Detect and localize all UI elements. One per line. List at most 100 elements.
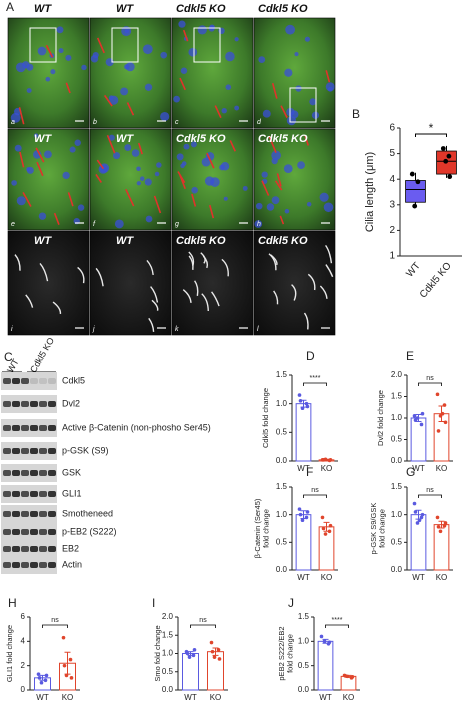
nucleus (45, 76, 51, 82)
y-tick-label: 0.0 (391, 456, 403, 465)
point (321, 458, 326, 462)
sub-letter: b (93, 119, 97, 126)
image-label: WT (34, 133, 52, 145)
nucleus (114, 219, 124, 229)
image-label: Cdkl5 KO (176, 235, 226, 247)
x-tick-label: WT (297, 464, 310, 473)
nucleus (221, 108, 227, 114)
y-axis-label: Smo fold change (153, 625, 162, 681)
micrograph-border (89, 230, 172, 336)
nucleus (90, 54, 99, 63)
cilium (274, 180, 283, 191)
nucleus (295, 85, 302, 92)
blot-band (48, 546, 56, 552)
cilium (191, 193, 197, 207)
micrograph-border (253, 17, 336, 129)
nucleus (297, 161, 305, 169)
micrograph-border (171, 17, 254, 129)
nucleus (37, 46, 47, 56)
blot-band (12, 470, 20, 476)
blot-band (39, 511, 47, 517)
blot-band (30, 546, 38, 552)
nucleus (131, 149, 140, 157)
blot-band (48, 448, 56, 454)
y-axis-label: fold change (377, 509, 386, 548)
cilium (65, 82, 71, 94)
y-tick-label: 0.5 (162, 667, 174, 676)
point (413, 418, 418, 422)
blot-band (3, 448, 11, 454)
nucleus (327, 86, 333, 92)
nucleus (271, 150, 281, 161)
panel-letter: B (352, 107, 360, 121)
y-tick-label: 2.0 (162, 612, 174, 621)
image-label: WT (34, 3, 52, 15)
cilium (96, 159, 105, 170)
significance-bracket (42, 624, 68, 628)
cilium (188, 255, 194, 270)
nucleus (183, 143, 190, 150)
nucleus (38, 212, 47, 220)
band-label: Actin (62, 559, 82, 569)
nucleus (144, 83, 153, 91)
sub-letter: a (11, 119, 15, 126)
panel-letter: A (6, 0, 14, 14)
significance-bracket (190, 624, 216, 628)
nucleus (204, 176, 215, 186)
y-tick-label: 4 (21, 636, 26, 645)
image-label: Cdkl5 KO (258, 235, 308, 247)
y-tick-label: 1.5 (162, 630, 174, 639)
x-tick-label: WT (184, 693, 197, 702)
nucleus (58, 48, 64, 54)
point (319, 634, 324, 639)
image-label: Cdkl5 KO (176, 133, 226, 145)
x-tick-label: KO (62, 693, 74, 702)
y-tick-label: 0.5 (276, 427, 288, 436)
nucleus (62, 171, 70, 180)
cilium (214, 105, 222, 119)
image-label: WT (116, 3, 134, 15)
bar (340, 675, 357, 691)
nucleus (294, 52, 299, 57)
y-axis-label: fold change (285, 634, 294, 673)
x-tick-label: Cdkl5 KO (418, 260, 454, 300)
cilium (106, 134, 116, 154)
point (298, 512, 303, 517)
cilium (208, 204, 215, 219)
band-label: GLI1 (62, 488, 82, 498)
cilium (211, 291, 220, 307)
point (64, 673, 69, 678)
blot-band (21, 491, 29, 497)
point (413, 510, 418, 514)
x-tick-label: WT (319, 693, 332, 702)
point (185, 651, 190, 656)
nucleus (284, 68, 293, 77)
y-tick-label: 6 (21, 612, 26, 621)
point (69, 676, 74, 680)
nucleus (255, 202, 263, 210)
cilium (179, 174, 186, 190)
blot-band (30, 562, 38, 568)
blot-band (39, 529, 47, 535)
cilium (179, 77, 186, 91)
cilium (303, 312, 309, 330)
image-label: WT (116, 133, 134, 145)
micrograph (8, 129, 89, 230)
nucleus (180, 67, 188, 75)
point (37, 676, 42, 680)
box (405, 180, 426, 203)
cilium (188, 251, 195, 267)
nucleus (144, 178, 152, 186)
nucleus (56, 26, 64, 34)
blot-band (3, 491, 11, 497)
blot-band (48, 562, 56, 568)
micrograph (254, 129, 335, 230)
micrograph-border (171, 128, 254, 231)
blot-band (3, 470, 11, 476)
y-tick-label: 1.5 (276, 482, 288, 491)
x-tick-label: KO (321, 573, 333, 582)
point (191, 653, 196, 658)
blot-band (21, 425, 29, 431)
nucleus (50, 69, 56, 75)
cilium (67, 192, 74, 207)
